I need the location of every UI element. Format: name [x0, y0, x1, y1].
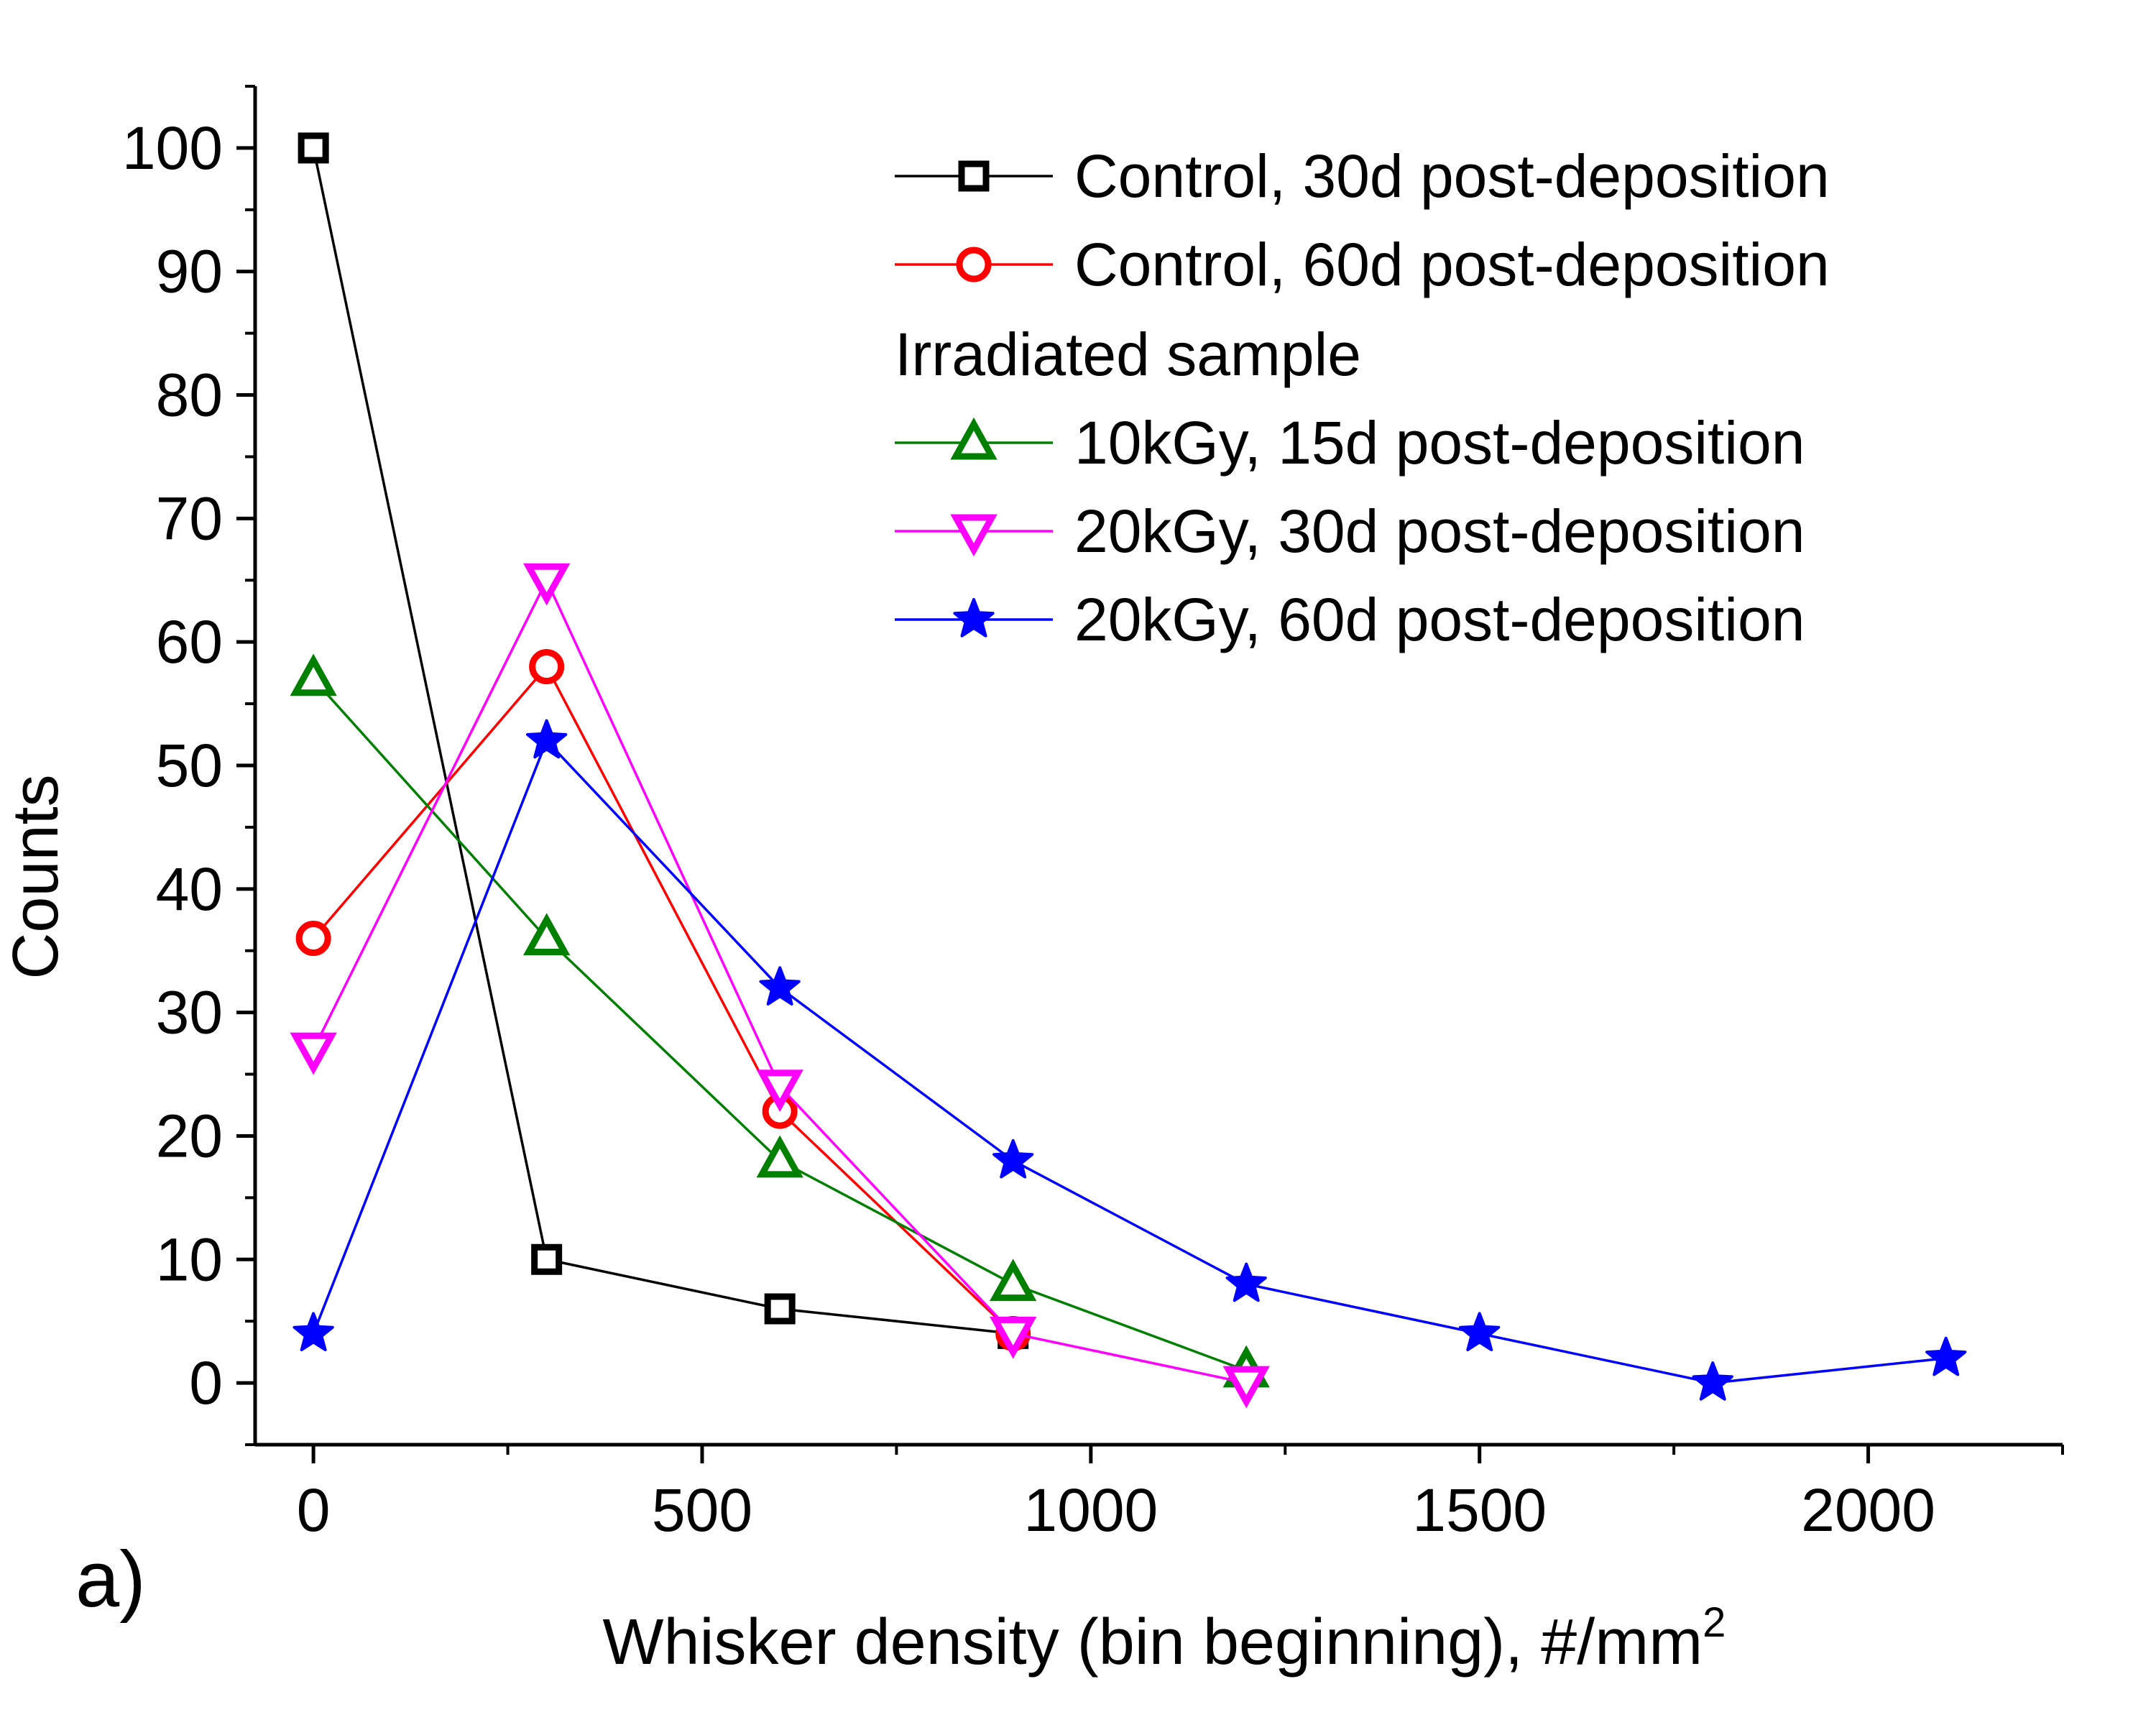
x-axis-label-main: Whisker density (bin beginning), #/mm — [603, 1606, 1703, 1678]
x-tick-label: 0 — [297, 1476, 331, 1544]
data-point — [526, 719, 568, 759]
series-4 — [290, 563, 1270, 1409]
series-2 — [295, 649, 1031, 1351]
x-tick-label: 500 — [652, 1476, 752, 1544]
legend-label: Control, 30d post-deposition — [1074, 142, 1830, 210]
data-point — [292, 1312, 334, 1351]
data-point — [522, 913, 571, 956]
x-axis-label-superscript: 2 — [1703, 1599, 1726, 1646]
data-point — [522, 563, 571, 606]
y-tick-label: 60 — [156, 608, 223, 676]
legend-label: 20kGy, 60d post-deposition — [1074, 586, 1805, 653]
panel-label: a) — [75, 1535, 146, 1624]
data-point — [290, 653, 337, 696]
legend-item-1: Control, 30d post-deposition — [895, 142, 1830, 210]
series-5 — [292, 719, 1967, 1401]
y-tick-label: 50 — [156, 732, 223, 799]
data-point — [1459, 1312, 1501, 1351]
legend-marker — [958, 160, 990, 192]
series-line — [312, 738, 1946, 1384]
series-3 — [290, 653, 1270, 1388]
data-point — [992, 1138, 1034, 1179]
x-tick-label: 1000 — [1023, 1476, 1158, 1544]
legend-item-3: 10kGy, 15d post-deposition — [895, 409, 1805, 477]
data-point — [756, 1135, 803, 1178]
y-tick-label: 0 — [189, 1349, 223, 1417]
data-point — [1925, 1336, 1967, 1376]
legend-label: 20kGy, 30d post-deposition — [1074, 497, 1805, 565]
y-tick-label: 70 — [156, 484, 223, 552]
legend-item-2: Control, 60d post-deposition — [895, 231, 1830, 298]
data-point — [759, 966, 801, 1006]
data-point — [529, 649, 565, 685]
data-point — [295, 921, 331, 957]
data-point — [1222, 1366, 1270, 1409]
legend-item-5: 20kGy, 60d post-deposition — [895, 586, 1805, 653]
y-tick-label: 30 — [156, 979, 223, 1046]
data-point — [290, 1032, 337, 1075]
legend: Control, 30d post-deposition Control, 60d… — [895, 142, 1830, 653]
legend-marker — [953, 598, 995, 638]
legend-marker — [956, 247, 992, 282]
series-line — [312, 147, 1013, 1335]
data-point — [756, 1070, 803, 1112]
x-tick-label: 1500 — [1412, 1476, 1547, 1544]
legend-item-4: 20kGy, 30d post-deposition — [895, 497, 1805, 565]
legend-label: 10kGy, 15d post-deposition — [1074, 409, 1805, 477]
data-point — [1692, 1361, 1733, 1401]
x-tick-label: 2000 — [1801, 1476, 1935, 1544]
y-axis-label: Counts — [0, 774, 72, 979]
legend-marker — [950, 514, 998, 557]
y-tick-label: 40 — [156, 855, 223, 923]
legend-marker — [950, 417, 998, 460]
y-tick-label: 10 — [156, 1225, 223, 1293]
legend-label: Control, 60d post-deposition — [1074, 231, 1830, 298]
series-line — [312, 664, 1014, 1335]
y-tick-label: 90 — [156, 238, 223, 305]
data-point — [990, 1316, 1037, 1359]
x-axis-label: Whisker density (bin beginning), #/mm2 — [603, 1599, 1726, 1678]
data-point — [298, 132, 329, 164]
y-tick-label: 100 — [122, 114, 223, 182]
data-point — [764, 1293, 796, 1325]
series-1 — [298, 132, 1029, 1349]
data-point — [1225, 1262, 1267, 1302]
y-tick-label: 80 — [156, 362, 223, 429]
legend-heading: Irradiated sample — [895, 321, 1361, 388]
data-point — [531, 1243, 563, 1275]
series-line — [312, 678, 1247, 1372]
series-layer — [290, 132, 1967, 1409]
y-tick-label: 20 — [156, 1102, 223, 1169]
data-point — [990, 1259, 1037, 1302]
